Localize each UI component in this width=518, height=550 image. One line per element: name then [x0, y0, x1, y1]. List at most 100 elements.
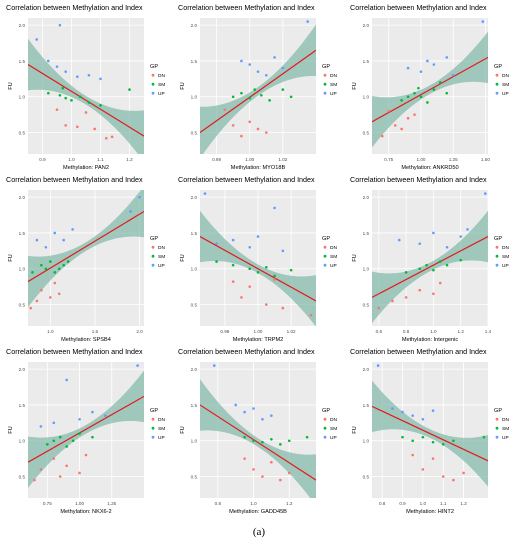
data-point-sm: [406, 95, 410, 99]
legend-label: UP: [502, 91, 509, 97]
legend-key: [495, 73, 499, 77]
data-point-sm: [91, 435, 94, 439]
x-tick-label: 1.0: [420, 501, 427, 506]
data-point-dn: [49, 296, 52, 299]
data-point-dn: [248, 120, 252, 124]
data-point-up: [215, 242, 218, 245]
data-point-up: [136, 364, 139, 367]
x-tick-label: 1.1: [440, 501, 447, 506]
data-point-sm: [66, 260, 70, 263]
legend-key: [151, 417, 155, 421]
chart-title: Correlation between Methylation and Inde…: [6, 347, 143, 356]
data-point-dn: [35, 299, 39, 303]
data-point-up: [35, 238, 39, 242]
data-point-up: [273, 56, 276, 59]
y-tick-label: 0.5: [19, 131, 26, 136]
x-tick-label: 0.75: [43, 501, 52, 506]
legend-key: [495, 426, 499, 430]
confidence-band: [28, 38, 144, 154]
data-point-up: [71, 228, 74, 231]
data-point-up: [421, 417, 425, 421]
y-tick-label: 1.5: [19, 59, 26, 64]
legend-label: UP: [502, 263, 509, 269]
legend-key: [151, 73, 155, 77]
data-point-up: [55, 65, 59, 68]
data-point-dn: [381, 134, 384, 138]
chart-panel: Correlation between Methylation and Inde…: [6, 3, 165, 171]
chart-panel: Correlation between Methylation and Inde…: [178, 347, 337, 515]
data-point-dn: [432, 292, 435, 296]
legend-label: SM: [330, 426, 337, 432]
y-tick-label: 1.0: [363, 95, 370, 100]
legend-key: [151, 82, 155, 86]
data-point-up: [53, 231, 57, 235]
data-point-sm: [70, 99, 73, 102]
data-point-sm: [413, 91, 416, 95]
chart-title: Correlation between Methylation and Inde…: [178, 3, 315, 12]
data-point-dn: [29, 306, 32, 310]
data-point-up: [261, 417, 264, 421]
x-axis-label: Methylation: Intergenic: [402, 337, 458, 343]
data-point-up: [58, 23, 62, 27]
legend-key: [495, 263, 499, 267]
y-tick-label: 1.0: [19, 95, 26, 100]
data-point-dn: [387, 109, 391, 113]
data-point-sm: [432, 268, 435, 272]
legend-key: [495, 82, 499, 86]
data-point-dn: [406, 116, 410, 120]
y-axis-label: FU: [180, 254, 186, 261]
data-point-sm: [459, 258, 463, 262]
data-point-dn: [64, 124, 67, 127]
legend-label: UP: [158, 435, 165, 441]
data-point-sm: [253, 88, 256, 91]
data-point-dn: [243, 457, 246, 460]
legend-title: GP: [150, 236, 158, 242]
y-axis-label: FU: [352, 254, 358, 261]
y-tick-label: 1.5: [19, 403, 26, 408]
data-point-sm: [78, 95, 82, 99]
data-point-up: [39, 425, 43, 428]
data-point-dn: [264, 303, 268, 306]
legend-label: DN: [330, 245, 337, 251]
data-point-sm: [482, 435, 486, 439]
data-point-dn: [55, 108, 59, 111]
data-point-sm: [401, 435, 404, 439]
chart-panel: Correlation between Methylation and Inde…: [6, 175, 165, 343]
x-tick-label: 1.0: [250, 501, 257, 506]
data-point-up: [87, 73, 91, 77]
data-point-up: [445, 245, 449, 249]
legend-title: GP: [322, 408, 330, 414]
data-point-up: [270, 414, 273, 417]
data-point-dn: [252, 468, 255, 471]
data-point-sm: [411, 439, 415, 443]
data-point-sm: [404, 271, 408, 274]
data-point-sm: [445, 263, 449, 267]
y-tick-label: 0.5: [363, 131, 370, 136]
legend-label: DN: [330, 417, 337, 423]
data-point-dn: [393, 124, 397, 127]
regression-line: [200, 49, 316, 134]
y-tick-label: 2.0: [363, 367, 370, 372]
y-axis-label: FU: [8, 82, 14, 89]
data-point-dn: [438, 281, 442, 285]
data-point-dn: [58, 475, 62, 478]
data-point-up: [466, 228, 469, 231]
data-point-sm: [256, 271, 260, 274]
x-tick-label: 1.0: [430, 329, 437, 334]
data-point-dn: [76, 125, 79, 129]
data-point-sm: [47, 91, 50, 95]
y-tick-label: 1.0: [191, 95, 198, 100]
data-point-sm: [289, 95, 293, 99]
x-axis-label: Methylation: GADD45B: [229, 509, 287, 515]
data-point-sm: [260, 94, 263, 97]
y-tick-label: 1.0: [191, 267, 198, 272]
data-point-up: [252, 407, 255, 410]
data-point-up: [483, 192, 487, 195]
y-tick-label: 1.5: [363, 231, 370, 236]
legend-label: SM: [330, 82, 337, 88]
x-tick-label: 0.9: [399, 501, 406, 506]
data-point-sm: [65, 445, 68, 448]
chart-title: Correlation between Methylation and Inde…: [6, 3, 143, 12]
data-point-dn: [264, 131, 268, 134]
x-tick-label: 1.02: [287, 329, 296, 334]
